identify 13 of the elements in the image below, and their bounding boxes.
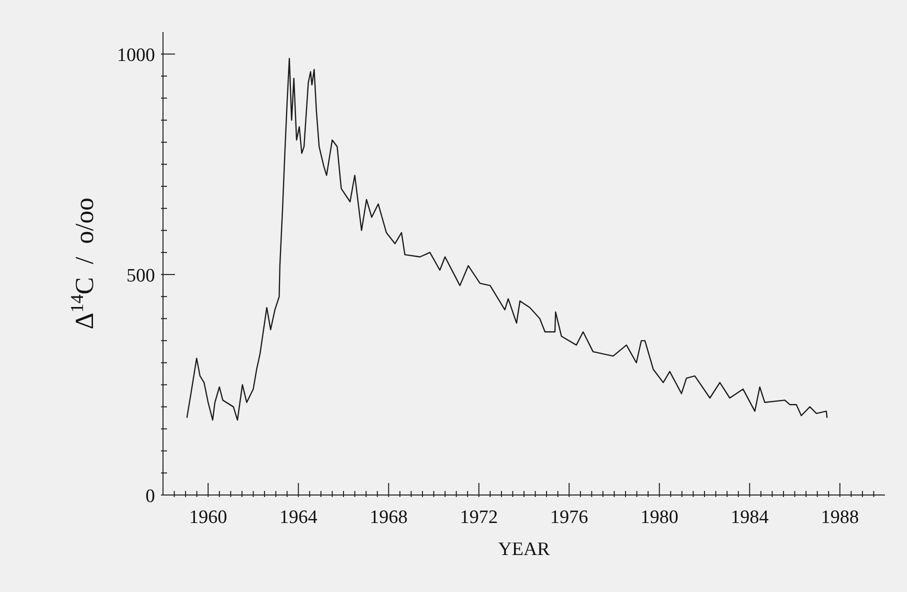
x-tick-label: 1984 [730,507,770,528]
x-tick-label: 1976 [550,507,588,528]
line-series [186,58,828,421]
x-axis-title: YEAR [498,539,550,560]
x-tick-label: 1980 [640,507,678,528]
x-tick-label: 1964 [279,507,318,528]
x-tick-label: 1972 [460,507,498,528]
y-tick-label: 500 [126,266,155,287]
x-tick-label: 1960 [189,507,228,528]
x-tick-label: 1968 [370,507,408,528]
y-tick-label: 0 [146,486,155,507]
y-tick-label: 1000 [117,45,155,66]
x-tick-label: 1988 [820,507,859,528]
